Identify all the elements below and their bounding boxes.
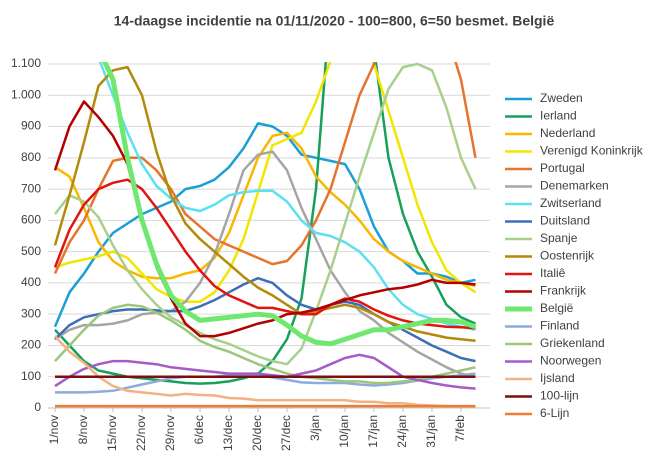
y-tick-label: 900 (21, 119, 41, 133)
x-tick-label: 24/jan (395, 415, 409, 448)
legend-label: Zwitserland (540, 196, 601, 210)
legend-label: Noorwegen (540, 354, 601, 368)
x-tick-label: 20/dec (250, 415, 264, 451)
legend-label: Nederland (540, 126, 595, 140)
y-tick-label: 100 (21, 369, 41, 383)
legend-label: Duitsland (540, 214, 590, 228)
legend-label: Ijsland (540, 371, 575, 385)
x-tick-label: 3/jan (308, 415, 322, 441)
series-line (53, 178, 476, 330)
y-tick-label: 500 (21, 244, 41, 258)
legend-label: België (540, 301, 574, 315)
legend-label: Frankrijk (540, 284, 587, 298)
x-tick-label: 8/nov (76, 415, 90, 444)
y-tick-label: 1.000 (11, 87, 41, 101)
x-tick-label: 13/dec (221, 415, 235, 451)
y-tick-label: 300 (21, 306, 41, 320)
series-line (54, 62, 477, 366)
series-line (54, 276, 476, 363)
series-line (53, 100, 476, 338)
series-line (54, 131, 476, 288)
legend-label: Finland (540, 319, 579, 333)
legend-label: Spanje (540, 231, 578, 245)
y-tick-label: 0 (34, 400, 41, 414)
x-tick-label: 15/nov (105, 415, 119, 451)
legend-label: Portugal (540, 161, 585, 175)
y-tick-label: 1.100 (11, 56, 41, 70)
y-tick-label: 700 (21, 181, 41, 195)
legend-label: Italiê (540, 266, 566, 280)
chart-title: 14-daagse incidentie na 01/11/2020 - 100… (114, 13, 555, 29)
legend-label: Denemarken (540, 179, 609, 193)
legend-label: 100-lijn (540, 389, 579, 403)
x-tick-label: 1/nov (47, 415, 61, 444)
y-tick-label: 200 (21, 338, 41, 352)
plot-area (53, 62, 477, 408)
x-tick-label: 22/nov (134, 415, 148, 451)
x-tick-label: 7/feb (453, 415, 467, 442)
series-line (102, 62, 477, 347)
series-line (54, 303, 476, 385)
series-line (54, 150, 476, 378)
x-tick-label: 6/dec (192, 415, 206, 444)
x-tick-label: 27/dec (279, 415, 293, 451)
y-tick-label: 600 (21, 213, 41, 227)
series-line (54, 62, 477, 303)
series-line (98, 62, 476, 332)
legend-label: Verenigd Koninkrijk (540, 144, 644, 158)
legend-label: 6-Lijn (540, 406, 569, 420)
x-tick-label: 10/jan (337, 415, 351, 448)
legend-label: Oostenrijk (540, 249, 595, 263)
y-tick-label: 800 (21, 150, 41, 164)
legend-label: Griekenland (540, 336, 605, 350)
y-tick-label: 400 (21, 275, 41, 289)
legend-label: Zweden (540, 91, 583, 105)
x-tick-label: 17/jan (366, 415, 380, 448)
x-tick-label: 31/jan (424, 415, 438, 448)
x-tick-label: 29/nov (163, 415, 177, 451)
series-line (54, 335, 476, 408)
legend-label: Ierland (540, 109, 577, 123)
